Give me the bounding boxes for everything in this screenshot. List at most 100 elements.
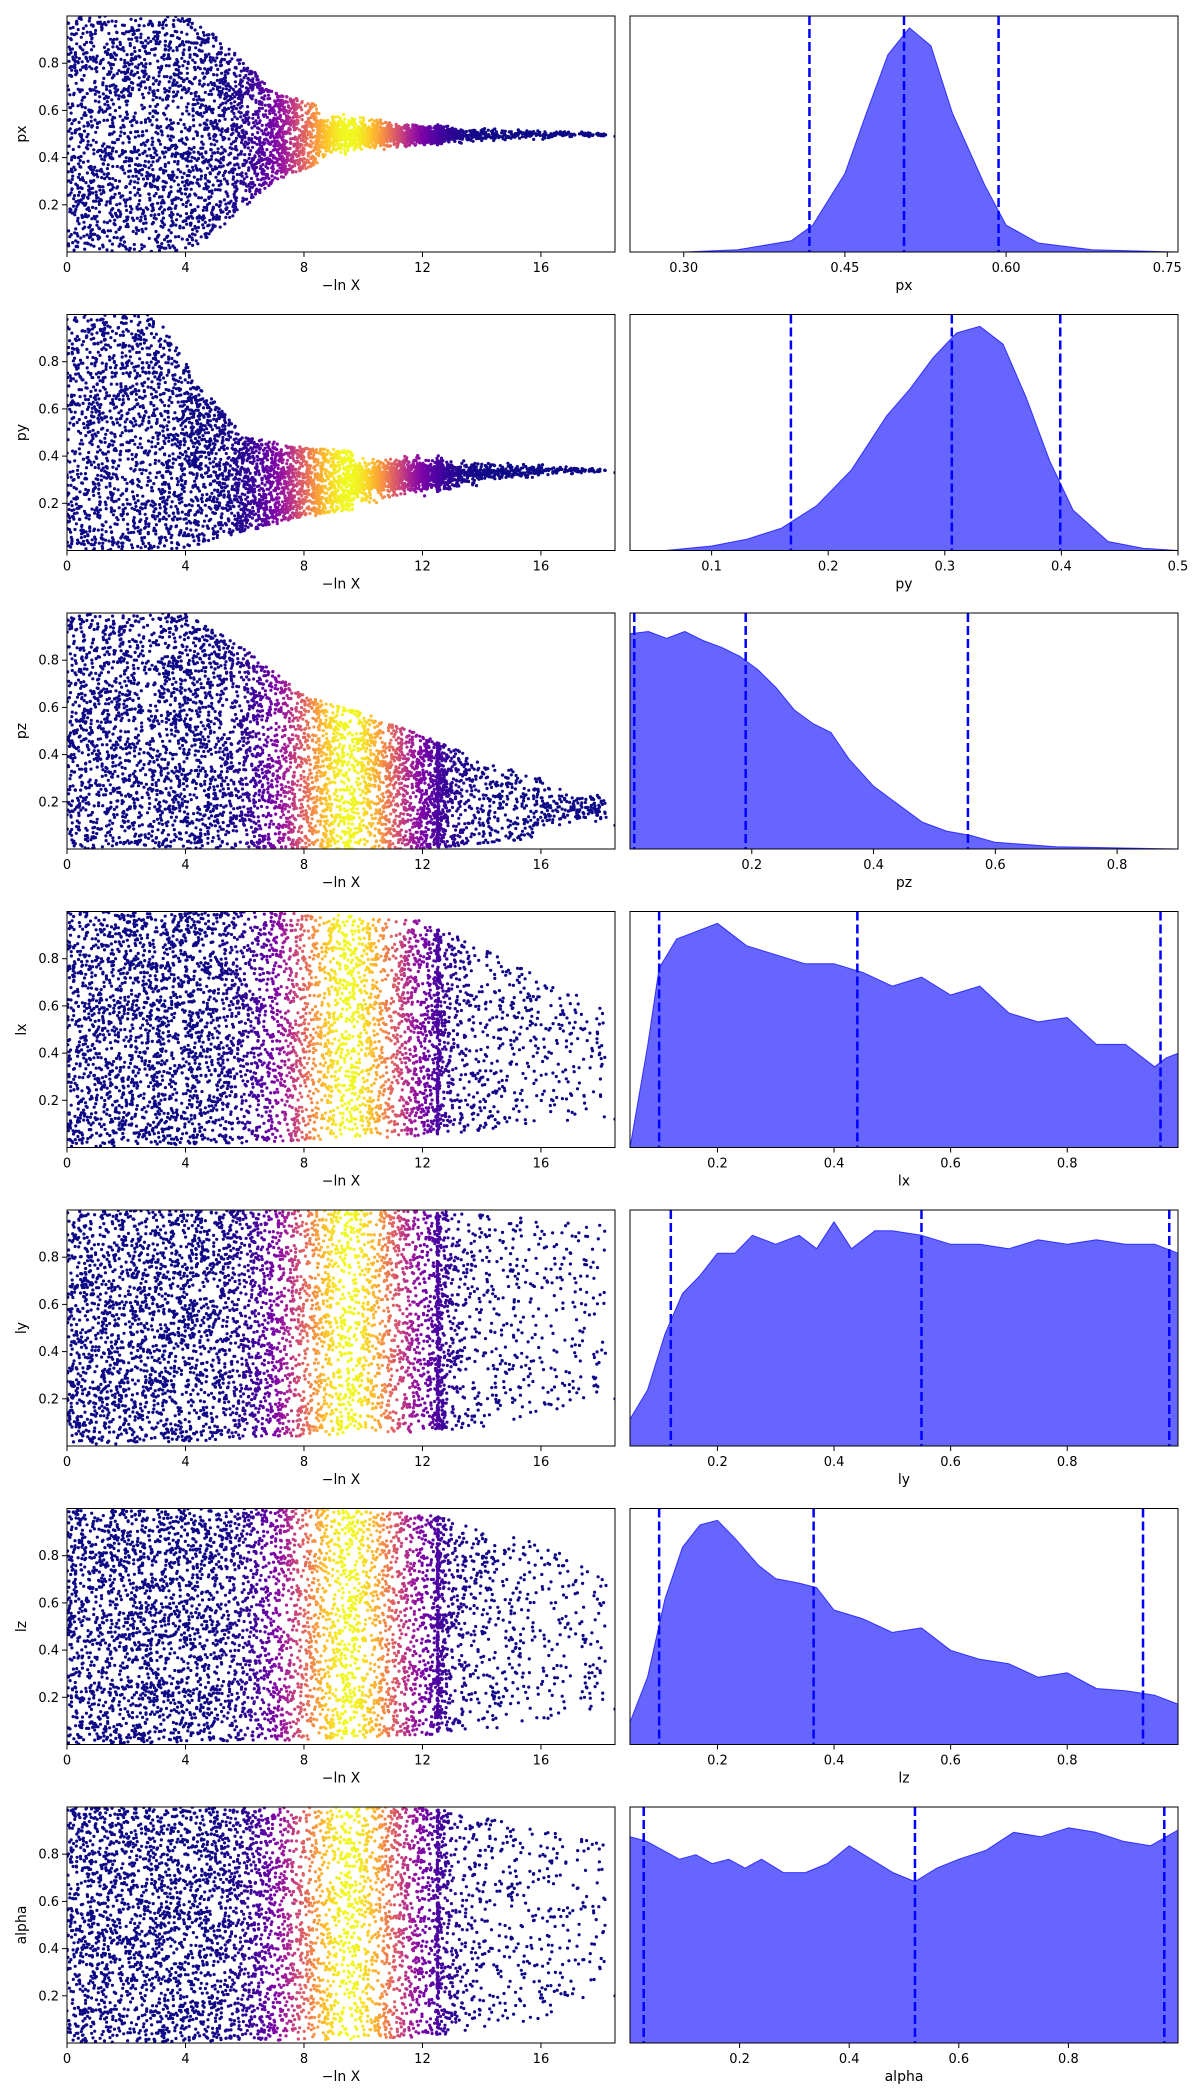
scatter-point (212, 99, 216, 103)
scatter-point (206, 107, 210, 111)
scatter-point (147, 166, 151, 170)
scatter-point (164, 23, 168, 27)
scatter-point (264, 164, 268, 169)
scatter-point (226, 106, 231, 111)
scatter-point (318, 136, 322, 140)
scatter-point (238, 111, 243, 115)
scatter-point (200, 140, 204, 144)
scatter-point (344, 126, 348, 130)
scatter-point (300, 113, 304, 118)
scatter-point (314, 134, 318, 138)
scatter-point (196, 101, 200, 105)
scatter-point (205, 206, 209, 210)
scatter-point (122, 49, 126, 53)
scatter-point (568, 135, 572, 139)
scatter-point (240, 104, 244, 108)
scatter-point (168, 118, 173, 122)
scatter-point (117, 191, 121, 195)
scatter-point (178, 44, 182, 48)
scatter-point (155, 240, 159, 244)
scatter-point (249, 149, 253, 153)
scatter-point (240, 171, 244, 175)
scatter-point (303, 164, 307, 168)
scatter-point (326, 128, 330, 132)
scatter-point (134, 174, 138, 178)
scatter-point (175, 48, 179, 52)
scatter-point (162, 111, 166, 115)
scatter-point (157, 195, 162, 199)
scatter-point (140, 103, 144, 107)
scatter-point (123, 61, 127, 65)
scatter-point (223, 222, 227, 226)
scatter-point (95, 70, 99, 74)
scatter-point (186, 23, 190, 27)
scatter-point (414, 129, 418, 133)
scatter-point (194, 130, 198, 134)
scatter-point (70, 122, 74, 126)
scatter-point (195, 158, 199, 162)
scatter-point (316, 143, 320, 147)
scatter-point (324, 146, 328, 151)
scatter-point (209, 60, 213, 64)
scatter-point (162, 188, 166, 192)
scatter-point (70, 136, 74, 140)
scatter-point (115, 37, 119, 41)
scatter-point (73, 213, 77, 217)
scatter-point (194, 164, 198, 168)
scatter-point (206, 224, 210, 228)
scatter-point (328, 150, 332, 154)
scatter-point (162, 246, 166, 250)
scatter-point (378, 124, 382, 129)
scatter-point (113, 218, 117, 222)
scatter-point (196, 242, 200, 246)
scatter-point (277, 141, 281, 145)
scatter-point (167, 64, 171, 68)
scatter-point (152, 174, 156, 178)
scatter-point (229, 101, 233, 105)
scatter-point (302, 136, 306, 140)
scatter-point (137, 153, 142, 157)
scatter-point (536, 129, 540, 133)
scatter-point (90, 124, 94, 128)
scatter-point (231, 182, 235, 186)
scatter-point (156, 34, 160, 38)
scatter-point (276, 148, 280, 152)
scatter-point (143, 46, 147, 50)
scatter-point (219, 103, 223, 107)
scatter-point (264, 127, 268, 131)
scatter-point (132, 186, 136, 190)
scatter-point (203, 58, 207, 62)
scatter-point (154, 130, 158, 134)
scatter-point (196, 36, 200, 40)
scatter-point (316, 131, 320, 135)
scatter-point (85, 40, 89, 45)
scatter-point (115, 30, 119, 35)
scatter-point (76, 219, 80, 223)
scatter-point (210, 167, 215, 171)
scatter-point (90, 37, 94, 41)
scatter-point (185, 32, 189, 36)
scatter-point (139, 35, 143, 40)
scatter-point (214, 38, 218, 42)
scatter-point (224, 108, 228, 112)
scatter-point (234, 107, 238, 111)
scatter-point (198, 113, 202, 117)
scatter-point (108, 37, 113, 41)
scatter-point (218, 85, 222, 89)
scatter-point (186, 195, 190, 199)
scatter-point (111, 164, 115, 169)
scatter-point (155, 159, 159, 163)
scatter-point (76, 216, 80, 220)
scatter-point (78, 159, 82, 163)
scatter-point (133, 135, 137, 139)
scatter-point (220, 145, 224, 149)
scatter-point (88, 110, 92, 114)
scatter-point (242, 133, 247, 137)
scatter-point (145, 140, 149, 144)
scatter-point (195, 168, 199, 172)
scatter-point (316, 134, 320, 138)
scatter-point (104, 203, 108, 207)
scatter-point (254, 119, 258, 123)
scatter-point (70, 188, 74, 192)
scatter-point (188, 127, 192, 131)
